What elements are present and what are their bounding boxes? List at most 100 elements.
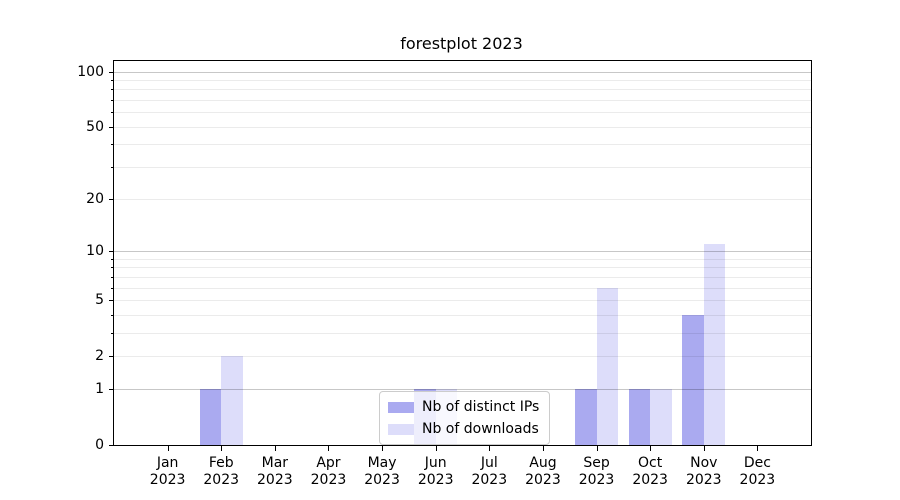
x-tick-label-jun: Jun 2023	[406, 455, 466, 488]
y-minor-tick-8	[111, 267, 114, 269]
y-minor-tick-90	[111, 79, 114, 81]
x-tick-nov	[703, 446, 705, 451]
y-tick-20	[109, 198, 114, 200]
x-tick-oct	[650, 446, 652, 451]
minor-gridline-20	[114, 198, 811, 200]
minor-gridline-40	[114, 144, 811, 146]
x-tick-month: Feb	[208, 455, 234, 471]
x-tick-aug	[542, 446, 544, 451]
x-tick-feb	[221, 446, 223, 451]
y-tick-label-50: 50	[86, 118, 104, 135]
bar-downloads-feb	[221, 356, 243, 445]
y-minor-tick-30	[111, 167, 114, 169]
x-tick-year: 2023	[203, 471, 240, 488]
x-tick-month: Sep	[583, 455, 610, 471]
minor-gridline-70	[114, 100, 811, 102]
x-tick-sep	[596, 446, 598, 451]
x-tick-month: Mar	[261, 455, 289, 471]
x-tick-label-sep: Sep 2023	[567, 455, 627, 488]
y-tick-0	[109, 445, 114, 446]
bar-distinct-ips-nov	[682, 314, 704, 445]
x-tick-label-jul: Jul 2023	[459, 455, 519, 488]
x-tick-month: May	[367, 455, 397, 471]
x-tick-year: 2023	[632, 471, 668, 488]
x-tick-label-jan: Jan 2023	[138, 455, 198, 488]
y-minor-tick-6	[111, 287, 114, 289]
x-tick-year: 2023	[578, 471, 615, 488]
minor-gridline-80	[114, 89, 811, 91]
x-tick-year: 2023	[685, 471, 722, 488]
legend-label-downloads: Nb of downloads	[422, 421, 539, 437]
y-tick-label-0: 0	[95, 437, 104, 453]
x-tick-year: 2023	[471, 471, 508, 488]
bar-downloads-nov	[703, 243, 726, 445]
y-tick-1	[109, 388, 114, 390]
x-tick-label-nov: Nov 2023	[674, 455, 734, 488]
x-tick-year: 2023	[149, 471, 186, 488]
legend-swatch-downloads	[388, 423, 414, 435]
legend-item-distinct-ips: Nb of distinct IPs	[388, 399, 539, 415]
plot-area: Nb of distinct IPs Nb of downloads 0 1 2 5 1…	[77, 60, 812, 488]
legend: Nb of distinct IPs Nb of downloads	[379, 391, 551, 445]
x-tick-year: 2023	[525, 471, 561, 488]
x-tick-jan	[167, 446, 169, 451]
bar-distinct-ips-feb	[199, 388, 222, 445]
x-tick-mar	[274, 446, 276, 451]
x-tick-jul	[489, 446, 491, 451]
x-tick-apr	[328, 446, 330, 451]
x-tick-month: Jun	[424, 455, 447, 471]
y-tick-100	[109, 71, 114, 73]
x-tick-label-dec: Dec 2023	[727, 455, 787, 488]
x-tick-year: 2023	[364, 471, 400, 488]
y-minor-tick-40	[111, 144, 114, 146]
y-tick-label-10: 10	[86, 242, 104, 259]
chart-title: forestplot 2023	[400, 34, 523, 53]
x-tick-month: Dec	[743, 455, 771, 471]
minor-gridline-50	[114, 126, 811, 128]
y-tick-label-1: 1	[95, 380, 104, 397]
y-minor-tick-70	[111, 100, 114, 102]
x-tick-may	[382, 446, 384, 451]
x-tick-label-aug: Aug 2023	[513, 455, 573, 488]
y-minor-tick-3	[111, 332, 114, 334]
y-tick-10	[109, 250, 114, 252]
minor-gridline-30	[114, 167, 811, 169]
y-tick-2	[109, 356, 114, 358]
x-tick-label-mar: Mar 2023	[245, 455, 305, 488]
bar-distinct-ips-sep	[575, 388, 597, 445]
x-tick-label-apr: Apr 2023	[298, 455, 358, 488]
x-tick-dec	[757, 446, 759, 451]
bar-downloads-oct	[650, 388, 672, 445]
y-minor-tick-4	[111, 314, 114, 316]
y-tick-label-5: 5	[95, 291, 104, 308]
legend-swatch-distinct-ips	[388, 401, 414, 413]
y-tick-label-100: 100	[77, 63, 104, 80]
y-tick-label-2: 2	[95, 348, 104, 365]
minor-gridline-60	[114, 112, 811, 114]
x-tick-year: 2023	[257, 471, 293, 488]
x-tick-year: 2023	[310, 471, 347, 488]
x-tick-label-may: May 2023	[352, 455, 412, 488]
legend-label-distinct-ips: Nb of distinct IPs	[422, 399, 540, 415]
x-tick-month: Nov	[690, 455, 718, 471]
x-tick-month: Jan	[156, 455, 179, 471]
x-tick-jun	[435, 446, 437, 451]
x-tick-year: 2023	[417, 471, 454, 488]
y-minor-tick-9	[111, 258, 114, 260]
minor-gridline-90	[114, 79, 811, 81]
bar-downloads-sep	[596, 287, 619, 445]
y-minor-tick-7	[111, 276, 114, 278]
y-minor-tick-80	[111, 89, 114, 91]
legend-item-downloads: Nb of downloads	[388, 421, 539, 437]
y-tick-5	[109, 299, 114, 301]
bar-distinct-ips-oct	[628, 388, 651, 445]
y-tick-label-20: 20	[86, 190, 104, 207]
x-tick-year: 2023	[739, 471, 776, 488]
x-tick-month: Oct	[638, 455, 663, 471]
major-gridline-100	[114, 71, 811, 73]
y-minor-tick-60	[111, 112, 114, 114]
x-tick-label-feb: Feb 2023	[191, 455, 251, 488]
y-tick-50	[109, 126, 114, 128]
x-tick-month: Aug	[529, 455, 557, 471]
